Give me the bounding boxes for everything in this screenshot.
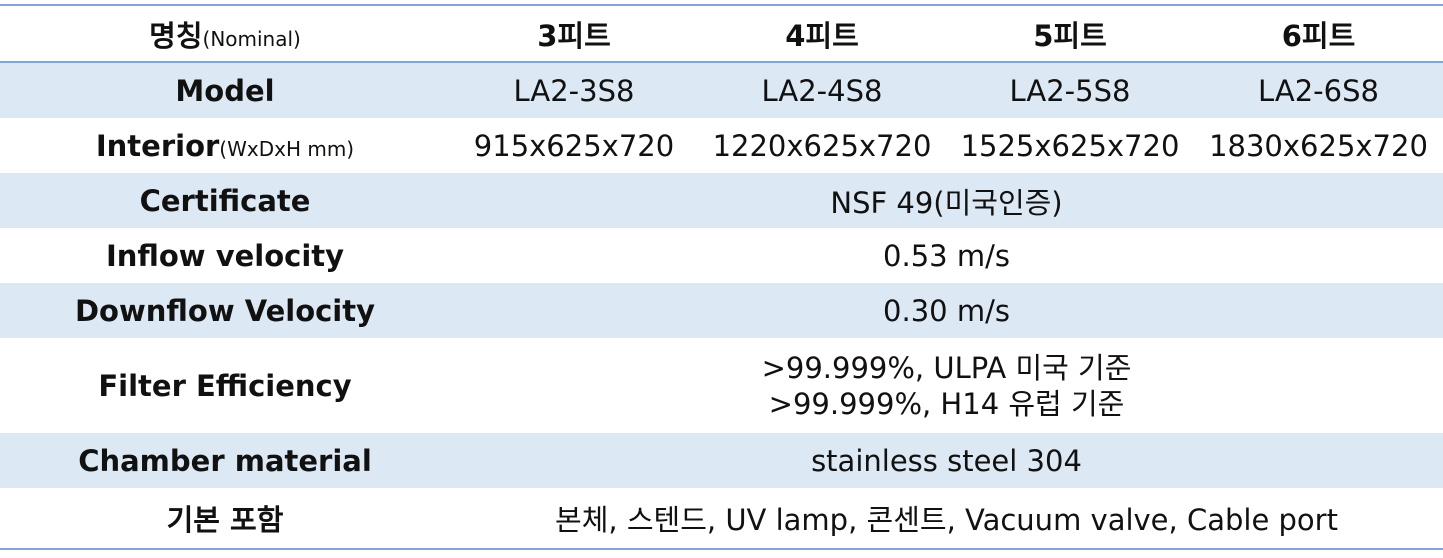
row-label: Filter Efficiency [0,338,450,433]
row-label: 기본 포함 [0,488,450,549]
row-label: Downflow Velocity [0,283,450,338]
column-header: 5피트 [946,5,1194,63]
label-text: Model [175,73,275,108]
cell-line: NSF 49(미국인증) [830,185,1063,220]
cell: LA2-5S8 [946,62,1194,118]
table-row: 기본 포함 본체, 스텐드, UV lamp, 콘센트, Vacuum valve… [0,488,1443,549]
cell: 1220x625x720 [712,128,932,163]
table-row: Downflow Velocity 0.30 m/s [0,283,1443,338]
label-note: (WxDxH mm) [219,136,355,161]
column-header: 4피트 [698,5,946,63]
label-text: Filter Efficiency [98,368,352,403]
row-label: Inflow velocity [0,228,450,283]
merged-cell: stainless steel 304 [450,433,1443,488]
column-header: 3피트 [450,5,698,63]
table-row: Interior(WxDxH mm) 915x625x720 1220x625x72… [0,118,1443,173]
cell: 1525x625x720 [960,128,1180,163]
cell-line: 0.30 m/s [883,293,1010,328]
cell: LA2-6S8 [1194,62,1443,118]
row-label: 명칭(Nominal) [0,5,450,63]
table-row: Certificate NSF 49(미국인증) [0,173,1443,228]
label-text: 명칭 [149,18,203,53]
label-note: (Nominal) [202,26,301,51]
cell-line: 본체, 스텐드, UV lamp, 콘센트, Vacuum valve, Cab… [555,503,1338,537]
label-text: Interior [95,128,220,163]
table-body: 명칭(Nominal) 3피트 4피트 5피트 6피트 Model LA2-3S8 LA2-4… [0,5,1443,549]
table-row: Filter Efficiency >99.999%, ULPA 미국 기준 >99… [0,338,1443,433]
label-text: Downflow Velocity [74,293,376,328]
cell: 1830x625x720 [1209,128,1428,163]
merged-cell: >99.999%, ULPA 미국 기준 >99.999%, H14 유럽 기준 [450,338,1443,433]
merged-cell: 본체, 스텐드, UV lamp, 콘센트, Vacuum valve, Cab… [450,488,1443,549]
table-row: Inflow velocity 0.53 m/s [0,228,1443,283]
cell: LA2-4S8 [698,62,946,118]
merged-cell: NSF 49(미국인증) [450,173,1443,228]
cell: 915x625x720 [473,128,675,163]
merged-cell: 0.53 m/s [450,228,1443,283]
label-text: Certificate [139,183,311,218]
merged-cell: 0.30 m/s [450,283,1443,338]
row-label: Model [0,62,450,118]
cell-line: 0.53 m/s [883,238,1010,273]
cell-line: >99.999%, H14 유럽 기준 [768,386,1125,421]
label-text: 기본 포함 [166,503,284,537]
cell-line: stainless steel 304 [811,443,1082,478]
row-label: Interior(WxDxH mm) [0,118,450,173]
row-label: Chamber material [0,433,450,488]
spec-table: 명칭(Nominal) 3피트 4피트 5피트 6피트 Model LA2-3S8 LA2-4… [0,4,1443,550]
table-row: Chamber material stainless steel 304 [0,433,1443,488]
header-row: 명칭(Nominal) 3피트 4피트 5피트 6피트 [0,5,1443,63]
table-row: Model LA2-3S8 LA2-4S8 LA2-5S8 LA2-6S8 [0,62,1443,118]
label-text: Inflow velocity [105,238,345,273]
cell: LA2-3S8 [450,62,698,118]
cell-line: >99.999%, ULPA 미국 기준 [761,350,1132,385]
row-label: Certificate [0,173,450,228]
column-header: 6피트 [1194,5,1443,63]
label-text: Chamber material [78,443,372,478]
